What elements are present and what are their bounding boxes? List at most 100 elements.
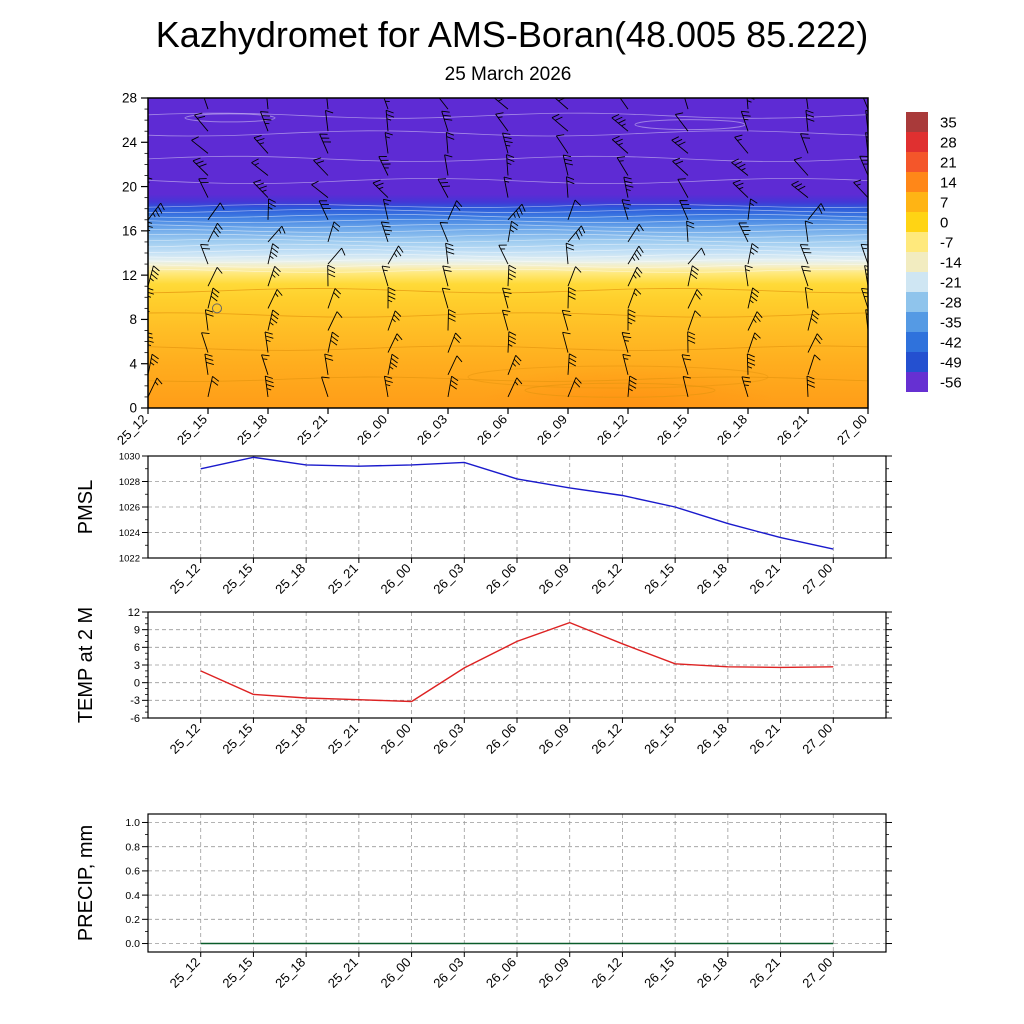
temperature-colorbar: 35 28 21 14 7 0 -7 -14 -21 -28 -35 -42 -49 -56 — [906, 112, 962, 392]
svg-text:1026: 1026 — [119, 502, 140, 513]
svg-text:26_18: 26_18 — [714, 412, 750, 448]
svg-text:26_09: 26_09 — [536, 955, 572, 991]
svg-text:26_21: 26_21 — [747, 955, 783, 991]
svg-text:26_09: 26_09 — [536, 721, 572, 757]
svg-text:16: 16 — [122, 224, 137, 239]
svg-text:25_21: 25_21 — [294, 412, 330, 448]
svg-text:25_15: 25_15 — [174, 412, 210, 448]
svg-text:0.4: 0.4 — [125, 890, 140, 902]
svg-text:-6: -6 — [130, 713, 140, 725]
svg-text:25_18: 25_18 — [272, 561, 308, 597]
svg-text:25_12: 25_12 — [167, 955, 203, 991]
svg-text:26_15: 26_15 — [654, 412, 690, 448]
svg-text:1028: 1028 — [119, 477, 140, 488]
svg-text:0.0: 0.0 — [125, 938, 140, 950]
svg-text:1024: 1024 — [119, 528, 140, 539]
svg-text:25_18: 25_18 — [272, 721, 308, 757]
svg-text:26_06: 26_06 — [483, 955, 519, 991]
svg-text:-28: -28 — [940, 294, 962, 311]
svg-text:26_21: 26_21 — [747, 721, 783, 757]
svg-text:25_12: 25_12 — [167, 561, 203, 597]
svg-text:-14: -14 — [940, 254, 962, 271]
precip-panel: 0.0 0.2 0.4 0.6 0.8 1.0 25_12 25_15 25_18 25_21 26… — [125, 813, 892, 991]
svg-text:25_18: 25_18 — [234, 412, 270, 448]
svg-text:26_15: 26_15 — [641, 561, 677, 597]
svg-text:0: 0 — [129, 401, 137, 416]
svg-text:9: 9 — [134, 625, 140, 637]
svg-text:26_06: 26_06 — [474, 412, 510, 448]
svg-text:26_18: 26_18 — [694, 561, 730, 597]
svg-text:26_15: 26_15 — [641, 955, 677, 991]
svg-text:6: 6 — [134, 642, 140, 654]
svg-text:-3: -3 — [130, 695, 140, 707]
svg-text:8: 8 — [129, 312, 137, 327]
svg-text:3: 3 — [134, 660, 140, 672]
svg-text:26_21: 26_21 — [774, 412, 810, 448]
svg-text:26_03: 26_03 — [430, 955, 466, 991]
svg-text:26_03: 26_03 — [414, 412, 450, 448]
cross-section-panel: 0 4 8 12 16 20 24 28 25_12 25_15 25_18 25_21 26_00 26… — [114, 91, 870, 448]
svg-text:1030: 1030 — [119, 451, 140, 462]
svg-text:27_00: 27_00 — [799, 721, 835, 757]
svg-text:1022: 1022 — [119, 553, 140, 564]
svg-text:26_21: 26_21 — [747, 561, 783, 597]
svg-text:25_21: 25_21 — [325, 721, 361, 757]
svg-text:-7: -7 — [940, 234, 953, 251]
temp-axis-label: TEMP at 2 M — [75, 607, 97, 723]
svg-text:26_00: 26_00 — [378, 955, 414, 991]
svg-text:14: 14 — [940, 174, 957, 191]
svg-text:25_15: 25_15 — [219, 955, 255, 991]
svg-text:28: 28 — [122, 91, 137, 106]
svg-text:12: 12 — [122, 268, 137, 283]
svg-text:26_03: 26_03 — [430, 561, 466, 597]
svg-text:25_18: 25_18 — [272, 955, 308, 991]
temp-panel: -6 -3 0 3 6 9 12 25_12 25_15 25_18 25_21 26_00 26_03… — [128, 607, 892, 757]
svg-text:27_00: 27_00 — [799, 955, 835, 991]
svg-text:26_18: 26_18 — [694, 955, 730, 991]
svg-text:12: 12 — [128, 607, 140, 619]
svg-text:27_00: 27_00 — [834, 412, 870, 448]
svg-text:0.2: 0.2 — [125, 914, 140, 926]
svg-text:25_21: 25_21 — [325, 561, 361, 597]
svg-text:0: 0 — [134, 678, 140, 690]
date-subtitle: 25 March 2026 — [444, 64, 572, 85]
svg-text:0.6: 0.6 — [125, 866, 140, 878]
svg-text:26_12: 26_12 — [588, 955, 624, 991]
svg-text:25_12: 25_12 — [114, 412, 150, 448]
svg-text:26_09: 26_09 — [536, 561, 572, 597]
svg-text:26_18: 26_18 — [694, 721, 730, 757]
svg-text:27_00: 27_00 — [799, 561, 835, 597]
svg-text:25_15: 25_15 — [219, 561, 255, 597]
svg-text:-21: -21 — [940, 274, 962, 291]
svg-text:4: 4 — [129, 356, 137, 371]
svg-text:26_15: 26_15 — [641, 721, 677, 757]
svg-text:26_00: 26_00 — [378, 561, 414, 597]
svg-text:21: 21 — [940, 154, 957, 171]
svg-text:0: 0 — [940, 214, 948, 231]
svg-text:26_12: 26_12 — [588, 561, 624, 597]
svg-text:20: 20 — [122, 179, 137, 194]
svg-text:-49: -49 — [940, 354, 962, 371]
svg-text:26_09: 26_09 — [534, 412, 570, 448]
pmsl-axis-label: PMSL — [75, 480, 97, 534]
svg-text:-56: -56 — [940, 374, 962, 391]
svg-text:26_00: 26_00 — [354, 412, 390, 448]
svg-text:26_03: 26_03 — [430, 721, 466, 757]
svg-text:-35: -35 — [940, 314, 962, 331]
svg-text:26_06: 26_06 — [483, 561, 519, 597]
precip-axis-label: PRECIP, mm — [75, 825, 97, 941]
svg-text:25_15: 25_15 — [219, 721, 255, 757]
svg-text:1.0: 1.0 — [125, 817, 140, 829]
svg-text:26_06: 26_06 — [483, 721, 519, 757]
page-title: Kazhydromet for AMS-Boran(48.005 85.222) — [155, 14, 869, 55]
svg-text:26_00: 26_00 — [378, 721, 414, 757]
svg-text:26_12: 26_12 — [594, 412, 630, 448]
svg-text:26_12: 26_12 — [588, 721, 624, 757]
svg-text:35: 35 — [940, 114, 957, 131]
svg-text:28: 28 — [940, 134, 957, 151]
pmsl-panel: 1022 1024 1026 1028 1030 25_12 25_15 25_18 25_21… — [119, 451, 892, 597]
svg-text:24: 24 — [122, 135, 138, 150]
svg-text:25_12: 25_12 — [167, 721, 203, 757]
svg-text:-42: -42 — [940, 334, 962, 351]
